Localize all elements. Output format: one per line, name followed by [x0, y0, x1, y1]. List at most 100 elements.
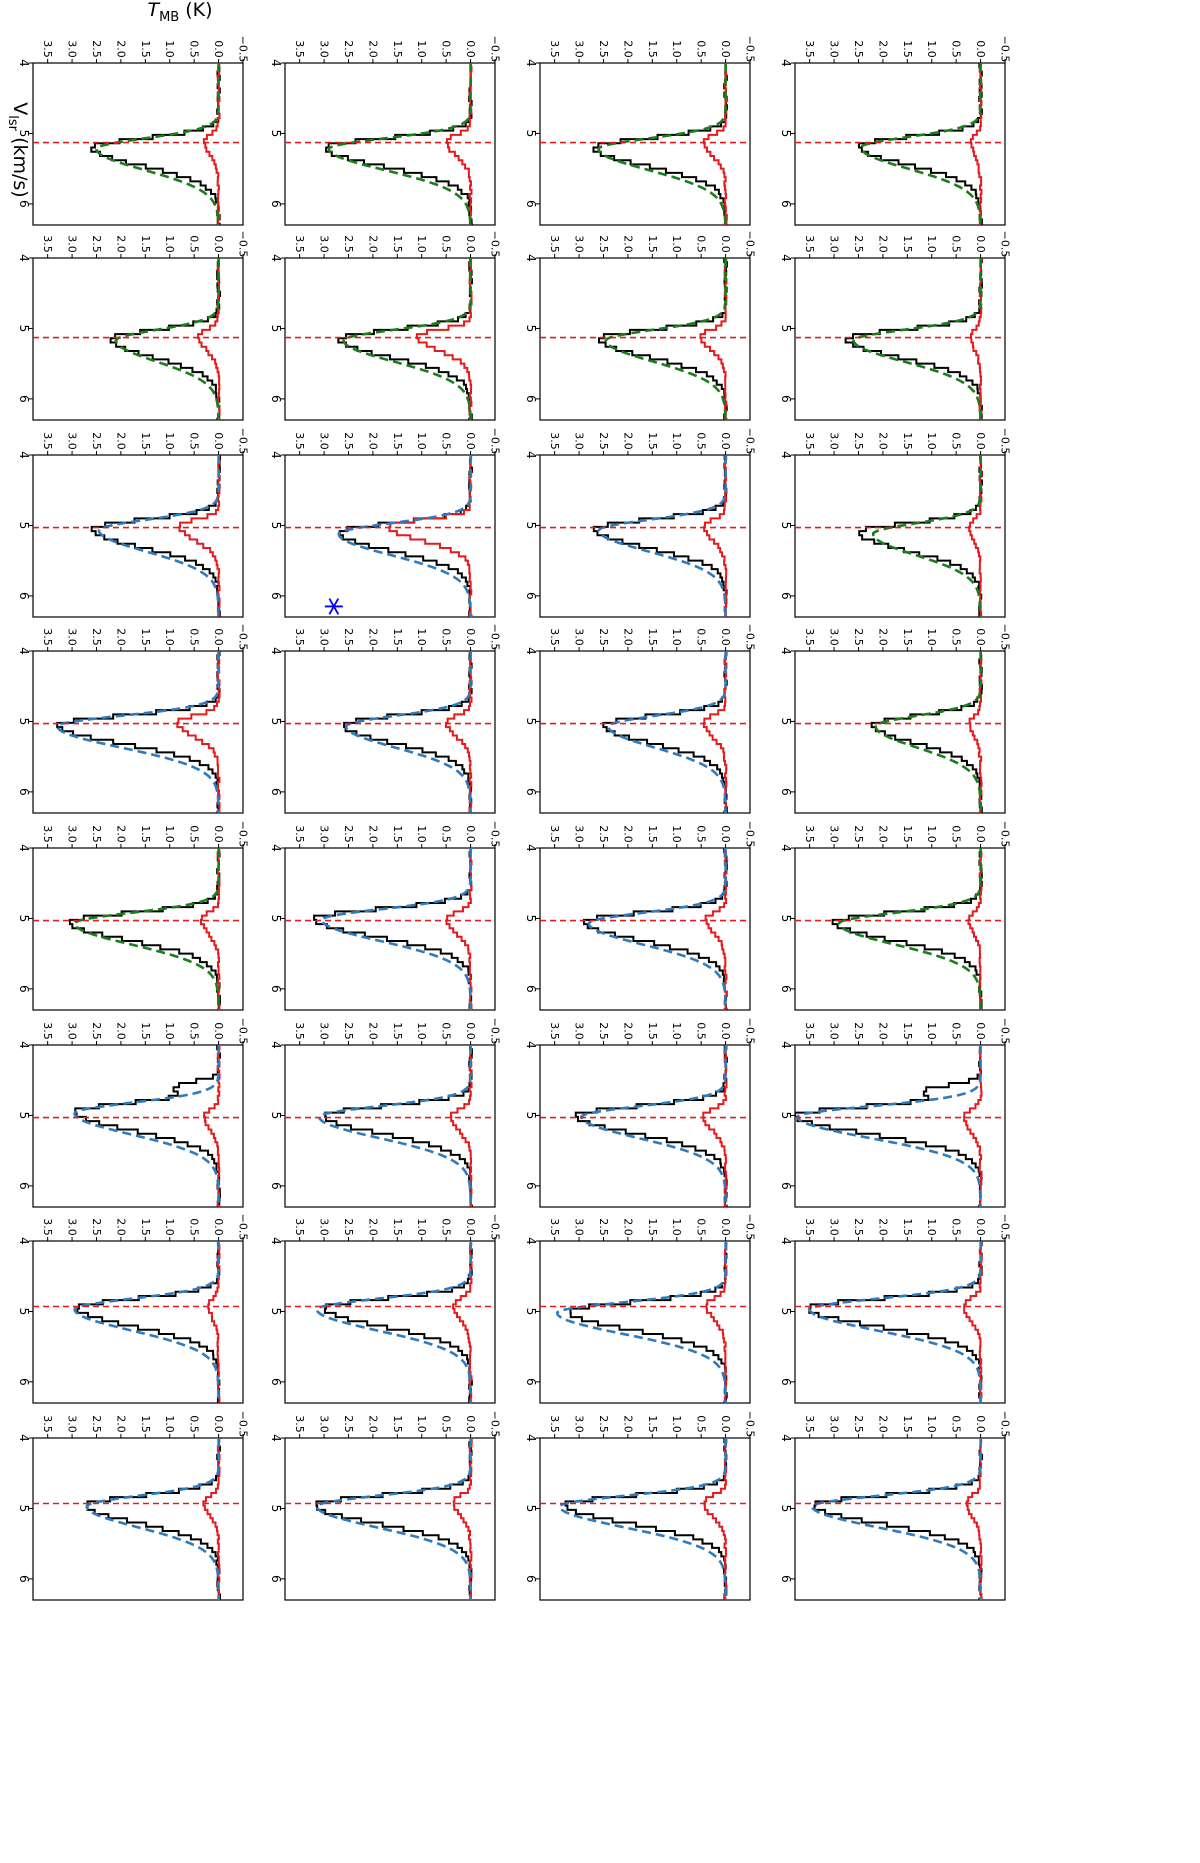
y-tick-label: 1.5 — [391, 1022, 404, 1040]
y-tick-label: 0.0 — [974, 825, 987, 843]
y-tick-label: 3.5 — [41, 1022, 54, 1040]
panel-frame — [794, 1437, 1006, 1601]
y-tick-label: 1.0 — [925, 235, 938, 253]
y-tick-label: 2.5 — [342, 1022, 355, 1040]
x-tick-label: 6 — [524, 1575, 538, 1583]
spectrum-panel: 4 5 6 −0.5 0.0 0.5 1.0 1.5 2.0 2.5 3.0 3.5 — [524, 36, 757, 226]
y-tick-label: 2.0 — [366, 628, 379, 646]
y-tick-label: 1.0 — [925, 1218, 938, 1236]
x-tick-label: 5 — [524, 1308, 538, 1316]
panel-series — [540, 455, 750, 617]
y-tick-label: 3.5 — [548, 40, 561, 58]
second-line-spectrum — [452, 1241, 473, 1403]
panel-frame — [284, 1044, 496, 1208]
second-line-spectrum — [963, 1045, 983, 1207]
model-fit-curve — [114, 258, 220, 420]
x-tick-label: 6 — [17, 395, 31, 403]
y-tick-label: 2.5 — [90, 1022, 103, 1040]
spectrum-panel: 4 5 6 −0.5 0.0 0.5 1.0 1.5 2.0 2.5 3.0 3.5 — [269, 1018, 502, 1208]
model-fit-curve — [342, 258, 472, 420]
y-tick-label: 3.0 — [573, 1415, 586, 1433]
x-tick-label: 4 — [269, 1237, 283, 1245]
y-tick-label: 0.0 — [464, 1415, 477, 1433]
observed-spectrum — [337, 258, 473, 420]
spectrum-panel: 4 5 6 −0.5 0.0 0.5 1.0 1.5 2.0 2.5 3.0 3.5 — [269, 821, 502, 1011]
x-tick-label: 4 — [17, 1041, 31, 1049]
y-tick-label: 3.5 — [548, 1415, 561, 1433]
asterisk-stroke — [328, 598, 340, 615]
second-line-spectrum — [388, 455, 473, 617]
second-line-spectrum — [705, 1241, 728, 1403]
y-tick-label: −0.5 — [489, 36, 502, 63]
x-tick-label: 4 — [779, 1237, 793, 1245]
model-fit-curve — [587, 848, 727, 1010]
x-tick-label: 5 — [269, 1505, 283, 1513]
y-tick-label: 2.5 — [852, 1022, 865, 1040]
y-tick-label: 3.5 — [803, 1022, 816, 1040]
y-tick-label: 1.0 — [415, 628, 428, 646]
x-tick-label: 5 — [17, 1505, 31, 1513]
x-tick-label: 6 — [524, 1378, 538, 1386]
x-tick-label: 4 — [269, 451, 283, 459]
y-tick-label: 3.0 — [318, 825, 331, 843]
observed-spectrum — [74, 1045, 222, 1207]
second-line-spectrum — [703, 1438, 728, 1600]
x-tick-label: 6 — [269, 985, 283, 993]
y-tick-label: 1.5 — [391, 40, 404, 58]
y-tick-label: 0.0 — [719, 1022, 732, 1040]
x-tick-label: 6 — [524, 985, 538, 993]
x-tick-label: 4 — [524, 1434, 538, 1442]
second-line-spectrum — [444, 651, 473, 813]
y-tick-label: 0.5 — [440, 825, 453, 843]
y-tick-label: 1.5 — [139, 432, 152, 450]
x-tick-label: 4 — [17, 254, 31, 262]
y-tick-label: 3.0 — [573, 825, 586, 843]
y-tick-label: 1.5 — [391, 628, 404, 646]
y-tick-label: 2.5 — [597, 628, 610, 646]
y-tick-label: 2.5 — [597, 235, 610, 253]
observed-spectrum — [338, 455, 473, 617]
y-tick-label: 1.0 — [670, 1022, 683, 1040]
y-tick-label: 3.5 — [41, 825, 54, 843]
spectrum-panel: 4 5 6 −0.5 0.0 0.5 1.0 1.5 2.0 2.5 3.0 3.5 — [17, 1018, 250, 1208]
y-tick-label: 0.0 — [974, 40, 987, 58]
y-tick-label: 1.0 — [670, 1415, 683, 1433]
x-tick-label: 4 — [269, 1434, 283, 1442]
model-fit-curve — [597, 455, 727, 617]
y-tick-label: 2.5 — [852, 1415, 865, 1433]
model-fit-curve — [796, 1045, 982, 1207]
y-tick-label: 1.0 — [925, 1415, 938, 1433]
panel-frame — [539, 1240, 751, 1404]
x-tick-label: 4 — [524, 647, 538, 655]
y-tick-label: 0.5 — [188, 628, 201, 646]
panel-frame — [32, 847, 244, 1011]
y-tick-label: 0.5 — [950, 1022, 963, 1040]
y-tick-label: 3.5 — [803, 628, 816, 646]
y-tick-label: 0.5 — [188, 1218, 201, 1236]
y-tick-label: 0.5 — [695, 432, 708, 450]
y-tick-label: 0.0 — [464, 235, 477, 253]
panel-frame — [32, 1044, 244, 1208]
panel-series — [795, 651, 1005, 813]
panel-frame — [794, 257, 1006, 421]
y-tick-label: 1.5 — [139, 628, 152, 646]
y-tick-label: 3.5 — [41, 432, 54, 450]
y-tick-label: −0.5 — [999, 1411, 1012, 1438]
y-tick-label: −0.5 — [999, 231, 1012, 258]
y-tick-label: 2.0 — [621, 628, 634, 646]
spectrum-panel: 4 5 6 −0.5 0.0 0.5 1.0 1.5 2.0 2.5 3.0 3.5 — [524, 428, 757, 618]
x-tick-label: 5 — [17, 718, 31, 726]
x-tick-label: 4 — [779, 254, 793, 262]
y-tick-label: −0.5 — [237, 1411, 250, 1438]
x-tick-label: 6 — [17, 200, 31, 208]
y-tick-label: 1.5 — [901, 628, 914, 646]
x-tick-label: 5 — [779, 1308, 793, 1316]
observed-spectrum — [813, 1438, 984, 1600]
y-tick-label: 2.0 — [876, 40, 889, 58]
y-tick-label: 3.0 — [66, 825, 79, 843]
spectrum-panel: 4 5 6 −0.5 0.0 0.5 1.0 1.5 2.0 2.5 3.0 3.5 — [524, 821, 757, 1011]
model-fit-curve — [810, 1438, 982, 1600]
x-tick-label: 6 — [524, 200, 538, 208]
x-tick-label: 4 — [524, 59, 538, 67]
